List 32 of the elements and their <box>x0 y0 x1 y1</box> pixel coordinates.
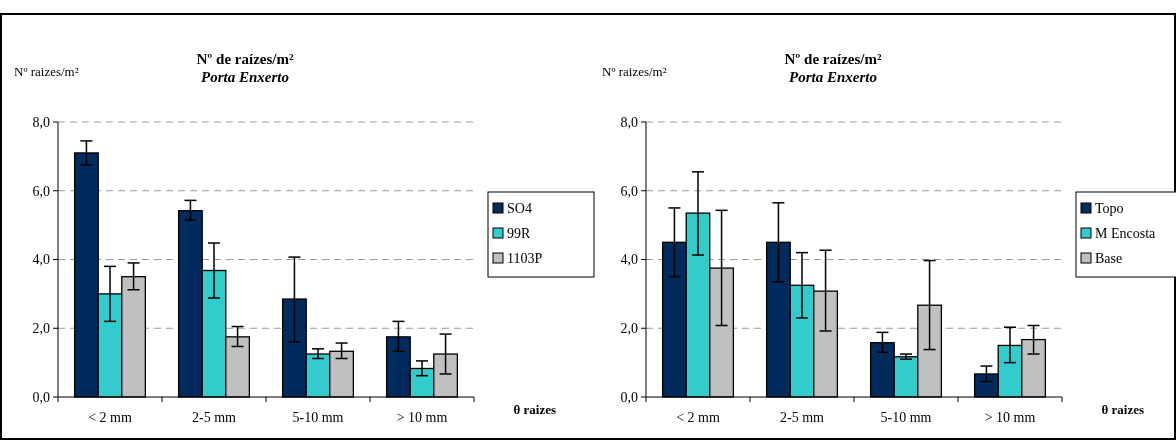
legend-label: 1103P <box>507 250 543 266</box>
x-axis-title: θ raizes <box>1101 402 1144 417</box>
y-tick-label: 8,0 <box>32 114 50 130</box>
y-tick-label: 0,0 <box>620 389 638 405</box>
y-tick-label: 2,0 <box>620 321 638 337</box>
x-tick-label: 2-5 mm <box>780 410 825 425</box>
x-tick-label: 5-10 mm <box>292 410 344 425</box>
chart-subtitle: Porta Enxerto <box>789 69 877 85</box>
x-tick-label: > 10 mm <box>396 410 448 425</box>
x-tick-label: > 10 mm <box>984 410 1036 425</box>
x-tick-label: 2-5 mm <box>192 410 237 425</box>
y-tick-label: 0,0 <box>32 389 50 405</box>
y-axis-title: Nº raizes/m² <box>602 64 667 79</box>
x-tick-label: < 2 mm <box>88 410 132 425</box>
legend-label: SO4 <box>507 200 532 216</box>
chart-title: Nº de raízes/m² <box>784 51 882 67</box>
y-tick-label: 4,0 <box>32 252 50 268</box>
legend-label: M Encosta <box>1095 225 1157 241</box>
x-tick-label: < 2 mm <box>676 410 720 425</box>
legend-label: Topo <box>1095 200 1124 216</box>
y-tick-label: 4,0 <box>620 252 638 268</box>
y-tick-label: 8,0 <box>620 114 638 130</box>
x-axis-title: θ raizes <box>513 402 556 417</box>
y-tick-label: 6,0 <box>620 183 638 199</box>
x-tick-label: 5-10 mm <box>880 410 932 425</box>
legend-label: Base <box>1095 250 1123 266</box>
y-tick-label: 6,0 <box>32 183 50 199</box>
legend-label: 99R <box>507 225 531 241</box>
y-axis-title: Nº raizes/m² <box>14 64 79 79</box>
chart-title: Nº de raízes/m² <box>196 51 294 67</box>
y-tick-label: 2,0 <box>32 321 50 337</box>
chart-subtitle: Porta Enxerto <box>201 69 289 85</box>
